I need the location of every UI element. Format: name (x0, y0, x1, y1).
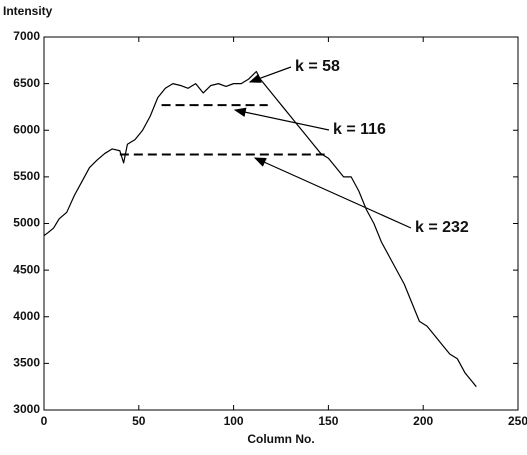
y-tick-label: 4500 (13, 262, 40, 276)
x-tick-label: 150 (318, 414, 338, 428)
y-tick-label: 6000 (13, 122, 40, 136)
y-tick-label: 5500 (13, 169, 40, 183)
x-tick-label: 250 (508, 414, 527, 428)
y-axis-label: Intensity (3, 4, 53, 18)
x-tick-label: 50 (132, 414, 146, 428)
y-tick-label: 3000 (13, 402, 40, 416)
annotation-arrow (253, 157, 412, 229)
x-axis-label: Column No. (247, 432, 314, 446)
annotation-arrow (248, 66, 292, 83)
annotation-arrow (233, 107, 330, 131)
annotation: k = 232 (415, 219, 469, 236)
y-tick-label: 3500 (13, 356, 40, 370)
data-line (43, 70, 477, 388)
y-tick-label: 4000 (13, 309, 40, 323)
y-tick-label: 7000 (13, 29, 40, 43)
y-tick-label: 6500 (13, 76, 40, 90)
x-tick-label: 100 (224, 414, 244, 428)
annotation: k = 58 (295, 58, 340, 75)
annotation: k = 116 (333, 121, 386, 138)
x-tick-label: 200 (413, 414, 433, 428)
y-tick-label: 5000 (13, 216, 40, 230)
x-tick-label: 0 (41, 414, 48, 428)
